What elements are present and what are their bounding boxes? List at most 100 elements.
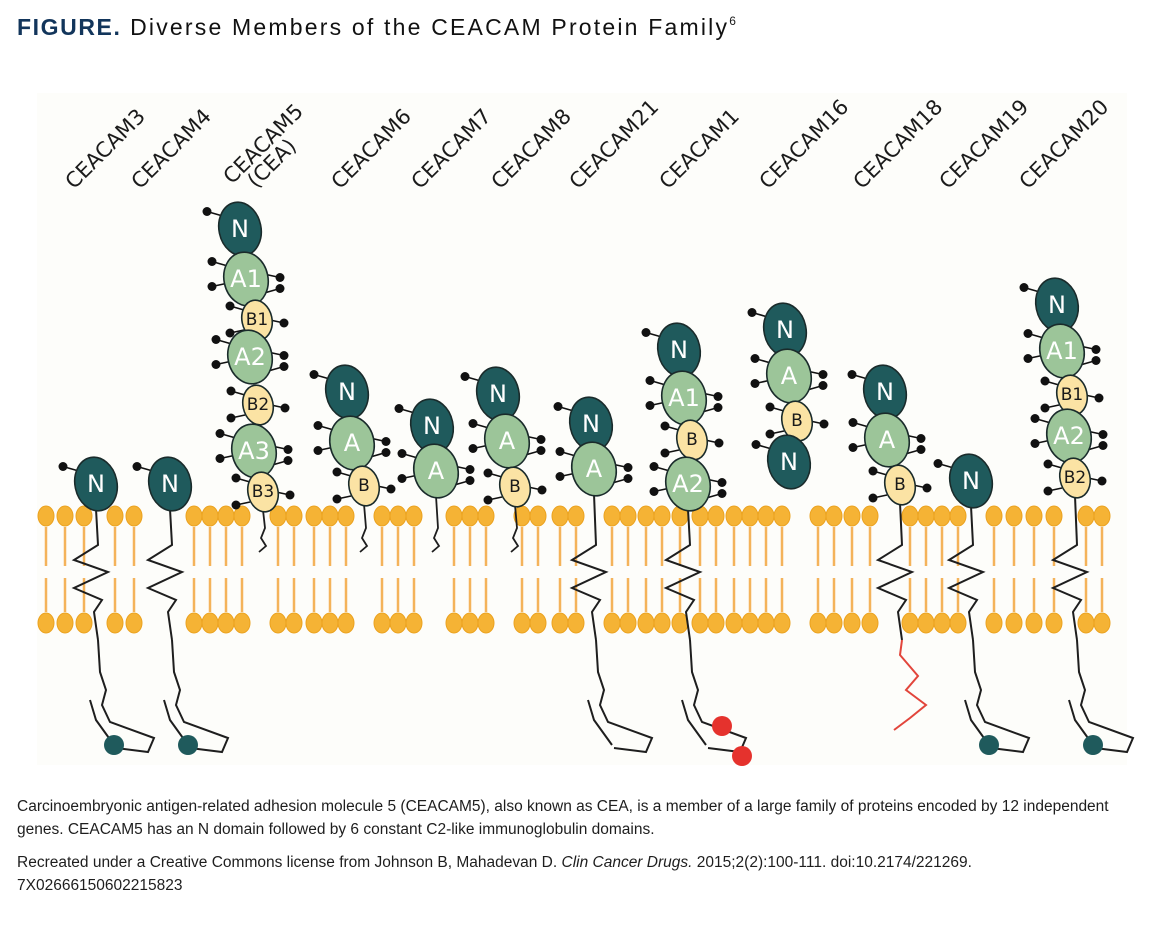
lipid-head	[773, 505, 791, 527]
domain-n: N	[762, 302, 808, 358]
cytoplasmic-tail-loop	[89, 699, 115, 746]
glycan-dot	[1040, 376, 1050, 386]
glycan-dot	[285, 490, 295, 500]
glycan-dot	[1023, 329, 1033, 338]
glycan-dot	[714, 438, 724, 448]
lipid-head	[405, 612, 423, 634]
lipid-head	[75, 505, 93, 527]
lipid-head	[707, 612, 725, 634]
itam-motif	[178, 735, 198, 755]
glycan-dot	[483, 495, 493, 505]
glycan-dot	[713, 392, 723, 401]
glycan-dot	[231, 473, 241, 483]
lipid-head	[619, 612, 637, 634]
domain-label: A	[344, 429, 361, 457]
cytoplasmic-tail-loop	[681, 699, 707, 746]
lipid-head	[37, 505, 55, 527]
domain-a: A	[483, 413, 531, 469]
glycan-dot	[283, 456, 293, 465]
domain-n: N	[217, 201, 263, 257]
lipid-head	[56, 612, 74, 634]
domain-n: N	[475, 366, 521, 422]
lipid	[917, 505, 935, 634]
glycan-dot	[309, 370, 319, 379]
lipid-head	[653, 612, 671, 634]
lipid	[185, 505, 203, 634]
glycan-dot	[555, 447, 565, 456]
lipid-head	[1025, 505, 1043, 527]
lipid-head	[373, 505, 391, 527]
lipid-head	[741, 612, 759, 634]
glycan-dot	[1030, 439, 1040, 448]
figure-label: FIGURE.	[17, 14, 122, 40]
transmembrane-helix	[145, 508, 185, 641]
glycan-dot	[916, 434, 926, 443]
domain-label: A3	[238, 437, 270, 465]
glycan-dot	[397, 474, 407, 483]
transmembrane-helix	[1050, 495, 1090, 641]
lipid-head	[949, 505, 967, 527]
lipid	[551, 505, 569, 634]
domain-label: N	[338, 378, 356, 406]
lipid-head	[551, 612, 569, 634]
glycan-dot	[717, 489, 727, 498]
lipid-head	[56, 505, 74, 527]
domain-label: B	[509, 477, 521, 497]
domain-label: B3	[252, 482, 274, 502]
lipid-head	[901, 612, 919, 634]
cytoplasmic-tail	[893, 639, 928, 731]
figure-title: FIGURE. Diverse Members of the CEACAM Pr…	[17, 14, 736, 41]
domain-a1: A1	[660, 370, 708, 426]
lipid-head	[201, 505, 219, 527]
lipid-head	[691, 612, 709, 634]
itam-motif	[104, 735, 124, 755]
figure-caption: Carcinoembryonic antigen-related adhesio…	[17, 798, 1109, 838]
domain-label: N	[776, 316, 794, 344]
itim-motif	[712, 716, 732, 736]
lipid	[445, 505, 463, 634]
glycan-dot	[916, 445, 926, 454]
domain-label: N	[423, 412, 441, 440]
cytoplasmic-tail	[972, 639, 1031, 754]
credit-suffix: 2015;2(2):100-111. doi:10.2174/221269.	[696, 854, 972, 871]
gpi-anchor	[359, 503, 369, 553]
glycan-dot	[848, 443, 858, 452]
itim-motif	[732, 746, 752, 766]
lipid	[933, 505, 951, 634]
domain-a: A	[570, 441, 618, 497]
lipid-head	[1005, 612, 1023, 634]
lipid-head	[1045, 612, 1063, 634]
domain-shape	[1058, 457, 1092, 499]
lipid-head	[1045, 505, 1063, 527]
glycan-dot	[332, 494, 342, 504]
lipid	[269, 505, 287, 634]
glycan-dot	[537, 485, 547, 495]
glycan-dot	[641, 328, 651, 337]
lipid-head	[1093, 505, 1111, 527]
glycan-dot	[765, 429, 775, 439]
domain-label: N	[582, 410, 600, 438]
lipid-head	[321, 505, 339, 527]
lipid-head	[933, 612, 951, 634]
glycan-dot	[623, 474, 633, 483]
lipid-head	[985, 505, 1003, 527]
domain-a: A	[328, 415, 376, 471]
glycan-dot	[465, 465, 475, 474]
lipid-head	[445, 612, 463, 634]
domain-label: N	[962, 467, 980, 495]
glycan-dot	[275, 284, 285, 293]
glycan-dot	[818, 370, 828, 379]
lipid	[461, 505, 479, 634]
lipid	[477, 505, 495, 634]
glycan-dot	[225, 301, 235, 311]
glycan-dot	[848, 418, 858, 427]
domain-b1: B1	[1055, 374, 1089, 416]
lipid	[567, 505, 585, 634]
domain-label: B	[791, 411, 803, 431]
glycan-dot	[1040, 403, 1050, 413]
lipid-head	[217, 505, 235, 527]
glycan-dot	[397, 449, 407, 458]
cytoplasmic-tail	[1076, 639, 1135, 754]
